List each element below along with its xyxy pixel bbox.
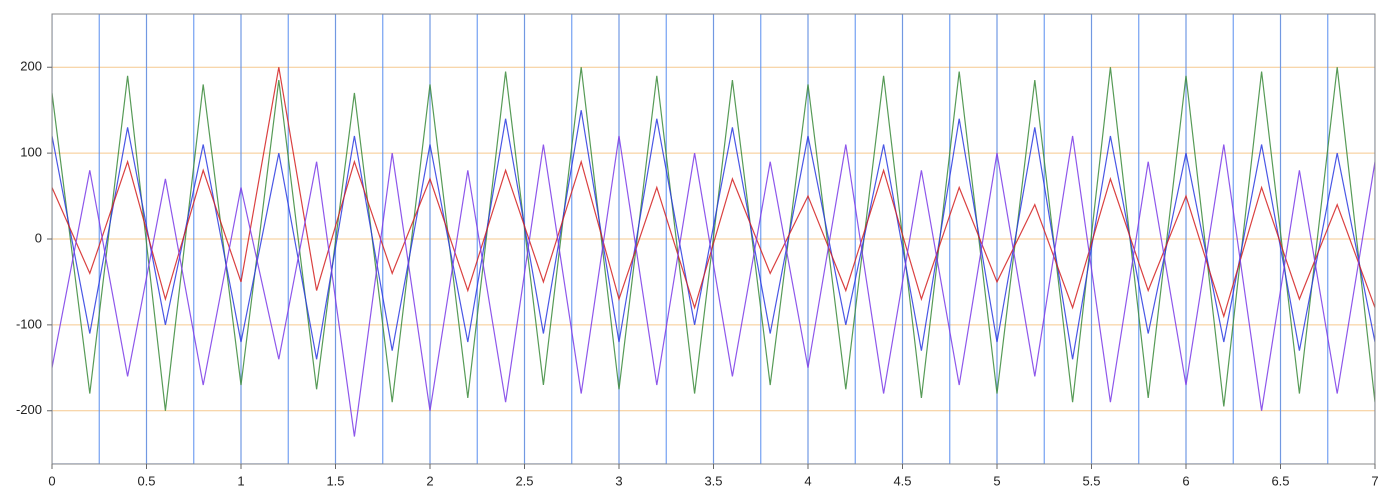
series-line <box>52 110 1375 360</box>
y-tick-label: -200 <box>16 402 42 417</box>
axes: 0 0.5 1 1.5 2 2.5 3 3.5 4 4.5 5 5.5 6 6.5 7 -200 -100 0 10… <box>16 59 1379 489</box>
x-tick-label: 3.5 <box>704 473 722 488</box>
x-tick-label: 0 <box>48 473 55 488</box>
x-tick-label: 6.5 <box>1271 473 1289 488</box>
series-line <box>52 67 1375 319</box>
y-tick-label: 100 <box>20 145 42 160</box>
x-tick-label: 4.5 <box>893 473 911 488</box>
x-tick-label: 5 <box>993 473 1000 488</box>
y-tick-label: -100 <box>16 316 42 331</box>
x-tick-label: 2 <box>426 473 433 488</box>
x-tick-label: 5.5 <box>1082 473 1100 488</box>
x-tick-label: 0.5 <box>137 473 155 488</box>
plot-area <box>52 14 1375 464</box>
y-tick-label: 200 <box>20 59 42 74</box>
series-line <box>52 67 1375 411</box>
x-tick-label: 4 <box>804 473 811 488</box>
y-tick-label: 0 <box>35 230 42 245</box>
series-line <box>52 135 1375 437</box>
x-tick-label: 3 <box>615 473 622 488</box>
x-tick-label: 7 <box>1371 473 1378 488</box>
x-tick-label: 1 <box>237 473 244 488</box>
x-tick-label: 6 <box>1182 473 1189 488</box>
x-tick-label: 2.5 <box>515 473 533 488</box>
x-tick-label: 1.5 <box>326 473 344 488</box>
